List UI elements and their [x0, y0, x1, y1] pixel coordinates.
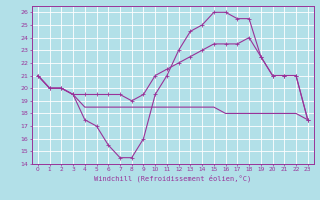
X-axis label: Windchill (Refroidissement éolien,°C): Windchill (Refroidissement éolien,°C) — [94, 175, 252, 182]
